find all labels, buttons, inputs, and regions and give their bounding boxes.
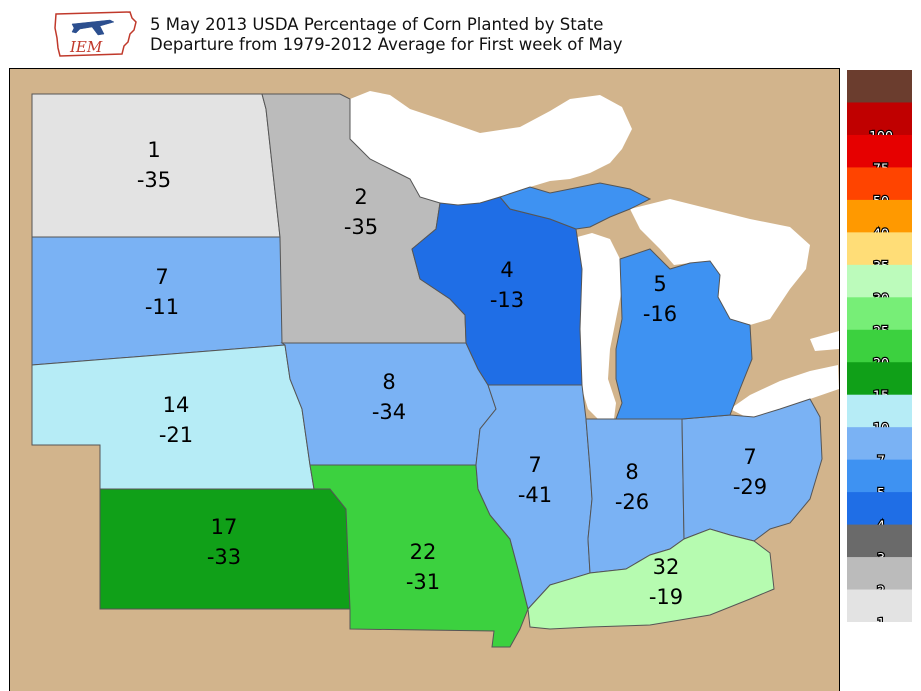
state-departure-south-dakota: -11 (145, 295, 179, 319)
lake-superior (350, 91, 632, 205)
legend-swatch (847, 492, 912, 526)
state-departure-illinois: -41 (518, 483, 552, 507)
state-value-north-dakota: 1 (147, 138, 160, 162)
legend-swatch (847, 102, 912, 136)
legend-swatch (847, 199, 912, 233)
state-departure-michigan: -16 (643, 302, 677, 326)
legend-label: 1 (877, 615, 885, 622)
iem-logo: IEM (54, 11, 137, 57)
legend-swatch (847, 134, 912, 168)
legend-swatch (847, 362, 912, 396)
state-departure-missouri: -31 (406, 570, 440, 594)
state-value-indiana: 8 (625, 460, 638, 484)
state-value-iowa: 8 (382, 370, 395, 394)
state-departure-ohio: -29 (733, 475, 767, 499)
state-value-nebraska: 14 (163, 393, 190, 417)
legend-swatch (847, 589, 912, 623)
legend-swatch (847, 394, 912, 428)
state-departure-kentucky: -19 (649, 585, 683, 609)
state-value-illinois: 7 (528, 453, 541, 477)
legend-swatch (847, 232, 912, 266)
state-departure-nebraska: -21 (159, 423, 193, 447)
state-departure-wisconsin: -13 (490, 288, 524, 312)
lake-huron (630, 199, 810, 325)
state-labels: 1 -35 2 -35 7 -11 4 -13 5 -16 8 -34 14 -21 7 -41 8 -26 7 -2… (137, 138, 767, 609)
header: IEM 5 May 2013 USDA Percentage of Corn P… (0, 0, 921, 66)
state-value-south-dakota: 7 (155, 265, 168, 289)
logo-text: IEM (69, 38, 103, 56)
state-value-michigan: 5 (653, 272, 666, 296)
state-kentucky (527, 528, 775, 630)
map: 1 -35 2 -35 7 -11 4 -13 5 -16 8 -34 14 -21 7 -41 8 -26 7 -2… (9, 68, 840, 691)
legend-swatch (847, 427, 912, 461)
legend: 100755040353025201510754321 (847, 70, 912, 631)
state-departure-north-dakota: -35 (137, 168, 171, 192)
state-departure-indiana: -26 (615, 490, 649, 514)
legend-swatches: 100755040353025201510754321 (847, 70, 912, 631)
state-value-kansas: 17 (211, 515, 238, 539)
state-departure-iowa: -34 (372, 400, 406, 424)
legend-swatch (847, 70, 912, 103)
state-value-ohio: 7 (743, 445, 756, 469)
lake-erie (730, 365, 839, 419)
state-departure-kansas: -33 (207, 545, 241, 569)
state-value-missouri: 22 (410, 540, 437, 564)
title-line-1: 5 May 2013 USDA Percentage of Corn Plant… (150, 15, 604, 34)
state-value-minnesota: 2 (354, 185, 367, 209)
legend-swatch (847, 297, 912, 331)
legend-swatch (847, 329, 912, 363)
title-line-2: Departure from 1979-2012 Average for Fir… (150, 35, 623, 54)
state-michigan-upper (499, 182, 652, 230)
state-value-kentucky: 32 (653, 555, 680, 579)
map-canvas: 1 -35 2 -35 7 -11 4 -13 5 -16 8 -34 14 -21 7 -41 8 -26 7 -2… (10, 69, 839, 691)
states (31, 93, 823, 648)
legend-swatch (847, 557, 912, 591)
airplane-icon (71, 19, 115, 36)
state-north-dakota (31, 93, 281, 238)
state-value-wisconsin: 4 (500, 258, 513, 282)
lake-ontario (810, 331, 839, 351)
state-departure-minnesota: -35 (344, 215, 378, 239)
iowa-outline-icon (54, 11, 137, 57)
legend-swatch (847, 167, 912, 201)
legend-swatch (847, 264, 912, 298)
legend-swatch (847, 459, 912, 493)
legend-swatch (847, 524, 912, 558)
legend-canvas: 100755040353025201510754321 (847, 70, 912, 631)
state-michigan-lower (615, 248, 753, 420)
map-title: 5 May 2013 USDA Percentage of Corn Plant… (150, 15, 623, 55)
